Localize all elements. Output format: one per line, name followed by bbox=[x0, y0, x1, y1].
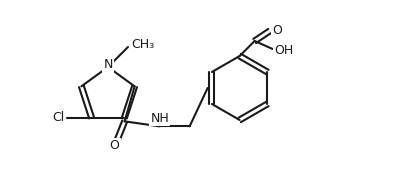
Text: NH: NH bbox=[150, 112, 169, 125]
Text: Cl: Cl bbox=[52, 111, 64, 124]
Text: N: N bbox=[103, 58, 112, 71]
Text: O: O bbox=[272, 24, 282, 37]
Text: O: O bbox=[110, 139, 119, 152]
Text: CH₃: CH₃ bbox=[131, 39, 154, 52]
Text: OH: OH bbox=[274, 45, 293, 58]
